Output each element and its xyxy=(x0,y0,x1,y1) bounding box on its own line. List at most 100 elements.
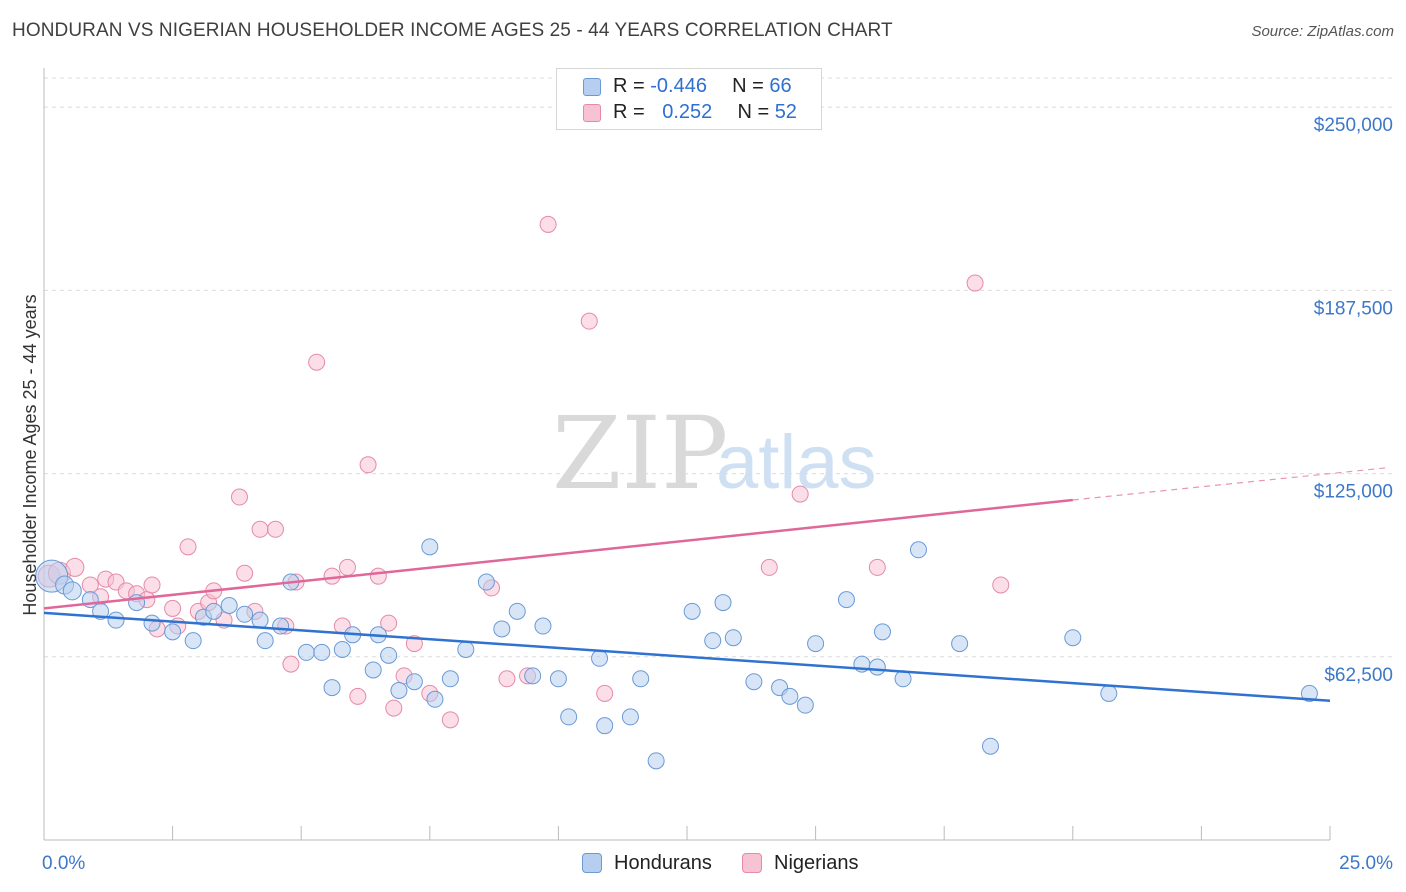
legend-n-value-hondurans: 66 xyxy=(769,75,792,97)
hondurans-point xyxy=(62,581,82,601)
hondurans-point xyxy=(220,596,238,614)
nigerians-point xyxy=(266,520,284,538)
nigerians-point xyxy=(143,576,161,594)
hondurans-point xyxy=(1064,629,1082,647)
legend-r-value-hondurans: -0.446 xyxy=(650,75,707,97)
nigerians-point xyxy=(65,557,85,577)
y-tick-label: $125,000 xyxy=(1314,482,1393,503)
hondurans-point xyxy=(591,649,609,667)
legend-r-label: R = xyxy=(613,101,651,123)
nigerians-point xyxy=(596,684,614,702)
hondurans-point xyxy=(807,635,825,653)
hondurans-trend-line xyxy=(43,611,1331,703)
hondurans-point xyxy=(745,673,763,691)
hondurans-point xyxy=(560,708,578,726)
x-tick-labels: 0.0% 25.0% xyxy=(42,853,1393,874)
nigerians-point xyxy=(282,655,300,673)
hondurans-point xyxy=(781,687,799,705)
legend-n-label: N = xyxy=(732,75,770,97)
source-label: Source: ZipAtlas.com xyxy=(1251,23,1394,40)
hondurans-point xyxy=(272,617,290,635)
hondurans-point xyxy=(426,690,444,708)
nigerians-point xyxy=(369,567,387,585)
hondurans-point xyxy=(873,623,891,641)
hondurans-point xyxy=(621,708,639,726)
bottom-legend-swatch-hondurans xyxy=(582,853,602,873)
hondurans-point xyxy=(364,661,382,679)
hondurans-point xyxy=(323,679,341,697)
hondurans-point xyxy=(313,643,331,661)
nigerians-point xyxy=(760,558,778,576)
trend-lines xyxy=(43,467,1389,703)
hondurans-point xyxy=(143,614,161,632)
hondurans-point xyxy=(457,640,475,658)
bottom-legend-swatch-nigerians xyxy=(742,853,762,873)
nigerians-point xyxy=(385,699,403,717)
nigerians-point xyxy=(230,488,248,506)
hondurans-point xyxy=(184,632,202,650)
nigerians-point xyxy=(380,614,398,632)
nigerians-point xyxy=(179,538,197,556)
watermark-zip: ZIP xyxy=(552,395,728,512)
hondurans-point xyxy=(724,629,742,647)
hondurans-point xyxy=(1100,684,1118,702)
nigerians-trend-extension xyxy=(1072,467,1389,501)
hondurans-point xyxy=(683,602,701,620)
hondurans-point xyxy=(256,632,274,650)
hondurans-points xyxy=(35,538,1318,770)
hondurans-point xyxy=(951,635,969,653)
hondurans-point xyxy=(837,591,855,609)
legend-r-label: R = xyxy=(613,75,651,97)
hondurans-point xyxy=(164,623,182,641)
y-tick-label: $250,000 xyxy=(1314,115,1393,136)
nigerians-point xyxy=(868,558,886,576)
nigerians-point xyxy=(791,485,809,503)
hondurans-point xyxy=(441,670,459,688)
hondurans-point xyxy=(1300,684,1318,702)
hondurans-point xyxy=(333,640,351,658)
legend-swatch-hondurans xyxy=(583,78,601,96)
nigerians-point xyxy=(308,353,326,371)
nigerians-point xyxy=(236,564,254,582)
bottom-legend-label-nigerians: Nigerians xyxy=(774,852,859,874)
nigerians-point xyxy=(966,274,984,292)
nigerians-point xyxy=(441,711,459,729)
nigerians-point xyxy=(338,558,356,576)
hondurans-point xyxy=(714,594,732,612)
hondurans-point xyxy=(477,573,495,591)
hondurans-point xyxy=(493,620,511,638)
nigerians-point xyxy=(498,670,516,688)
axes xyxy=(43,68,1331,841)
hondurans-point xyxy=(297,643,315,661)
nigerians-point xyxy=(323,567,341,585)
nigerians-point xyxy=(992,576,1010,594)
nigerians-point xyxy=(349,687,367,705)
hondurans-point xyxy=(549,670,567,688)
x-tick-label-min: 0.0% xyxy=(42,853,85,874)
nigerians-point xyxy=(580,312,598,330)
y-axis-label: Householder Income Ages 25 - 44 years xyxy=(20,294,40,615)
hondurans-point xyxy=(647,752,665,770)
nigerians-trend-line xyxy=(43,498,1073,610)
hondurans-point xyxy=(534,617,552,635)
legend-r-value-nigerians: 0.252 xyxy=(662,101,713,123)
hondurans-point xyxy=(596,717,614,735)
legend-swatch-nigerians xyxy=(583,104,601,122)
legend-n-label: N = xyxy=(737,101,775,123)
hondurans-point xyxy=(251,611,269,629)
watermark: ZIP atlas xyxy=(552,395,877,512)
nigerians-point xyxy=(539,215,557,233)
y-tick-label: $187,500 xyxy=(1314,298,1393,319)
nigerians-point xyxy=(164,599,182,617)
hondurans-point xyxy=(909,541,927,559)
hondurans-point xyxy=(421,538,439,556)
nigerians-point xyxy=(251,520,269,538)
hondurans-point xyxy=(107,611,125,629)
legend-n-value-nigerians: 52 xyxy=(774,101,797,123)
hondurans-point xyxy=(524,667,542,685)
hondurans-point xyxy=(390,682,408,700)
nigerians-point xyxy=(359,456,377,474)
hondurans-point xyxy=(981,737,999,755)
x-tick-label-max: 25.0% xyxy=(1339,853,1393,874)
y-tick-labels: $62,500 $125,000 $187,500 $250,000 xyxy=(1314,115,1393,686)
